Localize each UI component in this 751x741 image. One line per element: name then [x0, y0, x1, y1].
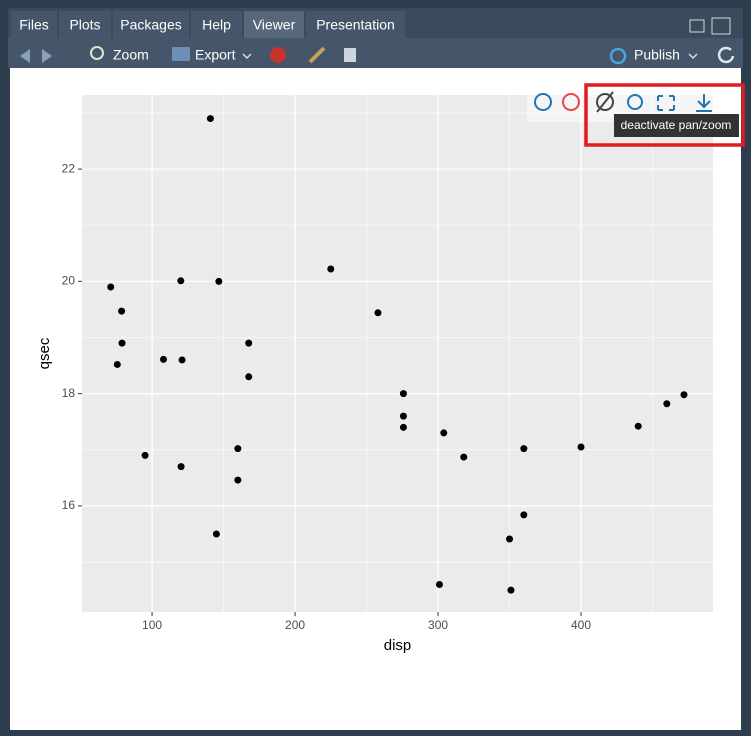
point[interactable] — [118, 339, 126, 347]
y-tick-label: 16 — [62, 498, 76, 512]
panel — [82, 95, 713, 612]
point[interactable] — [113, 360, 121, 368]
popout-icon[interactable] — [344, 48, 356, 62]
y-tick-label: 22 — [62, 161, 76, 175]
point[interactable] — [460, 453, 468, 461]
y-tick-label: 18 — [62, 386, 76, 400]
x-axis-title: disp — [384, 637, 412, 654]
point[interactable] — [118, 307, 126, 315]
point[interactable] — [374, 309, 382, 317]
point[interactable] — [634, 422, 642, 430]
x-tick-label: 400 — [571, 618, 591, 632]
plot: 100 200 300 400 16 18 20 22 disp qsec — [36, 95, 713, 654]
refresh-icon[interactable] — [717, 46, 735, 64]
tab[interactable] — [244, 11, 304, 38]
remove-icon[interactable] — [270, 47, 286, 63]
zoom-button[interactable]: Zoom — [113, 47, 149, 63]
tab-label[interactable]: Viewer — [253, 17, 296, 33]
tab-label[interactable]: Presentation — [316, 17, 395, 33]
point[interactable] — [577, 443, 585, 451]
zoom-box[interactable] — [627, 94, 643, 110]
point[interactable] — [212, 530, 220, 538]
point[interactable] — [234, 445, 242, 453]
point[interactable] — [178, 356, 186, 364]
point[interactable] — [440, 429, 448, 437]
publish-button[interactable]: Publish — [634, 47, 680, 63]
publish-icon[interactable] — [609, 47, 627, 65]
maximize-button[interactable] — [711, 17, 731, 35]
highlight-box — [584, 83, 745, 147]
point[interactable] — [399, 412, 407, 420]
tab-label[interactable]: Plots — [69, 17, 100, 33]
point[interactable] — [234, 476, 242, 484]
tab[interactable] — [11, 11, 57, 38]
point[interactable] — [215, 277, 223, 285]
point[interactable] — [177, 463, 185, 471]
clear-icon[interactable] — [308, 46, 326, 64]
tooltip-box — [614, 114, 739, 137]
export-icon[interactable] — [172, 47, 190, 61]
point[interactable] — [399, 390, 407, 398]
x-tick-label: 200 — [285, 618, 305, 632]
export-button[interactable]: Export — [195, 47, 236, 63]
point[interactable] — [520, 511, 528, 519]
tooltip: deactivate pan/zoom — [621, 118, 732, 132]
point[interactable] — [506, 535, 514, 543]
point[interactable] — [160, 355, 168, 363]
point[interactable] — [507, 586, 515, 594]
point[interactable] — [245, 339, 253, 347]
tab-label[interactable]: Help — [202, 17, 231, 33]
tab[interactable] — [113, 11, 189, 38]
y-tick-label: 20 — [62, 274, 76, 288]
zoom-icon[interactable] — [90, 46, 104, 60]
pan-zoom-toggle[interactable] — [596, 93, 614, 111]
lasso-select[interactable] — [534, 93, 552, 111]
point[interactable] — [177, 277, 185, 285]
x-tick-label: 100 — [142, 618, 162, 632]
minimize-button[interactable] — [689, 19, 705, 33]
point[interactable] — [141, 451, 149, 459]
pan-zoom-slash — [596, 91, 614, 113]
tab[interactable] — [306, 11, 405, 38]
x-tick-label: 300 — [428, 618, 448, 632]
y-axis-title: qsec — [36, 337, 53, 369]
lasso-deselect[interactable] — [562, 93, 580, 111]
tab[interactable] — [191, 11, 242, 38]
tab[interactable] — [59, 11, 111, 38]
point[interactable] — [435, 580, 443, 588]
point[interactable] — [327, 265, 335, 273]
tab-label[interactable]: Packages — [120, 17, 181, 33]
download-image[interactable] — [696, 94, 712, 112]
nav-arrows[interactable] — [20, 49, 52, 63]
publish-caret — [688, 53, 698, 60]
point[interactable] — [206, 115, 214, 123]
point[interactable] — [520, 445, 528, 453]
point[interactable] — [245, 373, 253, 381]
point[interactable] — [107, 283, 115, 291]
point[interactable] — [663, 400, 671, 408]
tab-label[interactable]: Files — [19, 17, 49, 33]
export-caret — [242, 53, 252, 60]
point[interactable] — [399, 423, 407, 431]
point[interactable] — [680, 391, 688, 399]
reset-view[interactable] — [657, 95, 675, 111]
